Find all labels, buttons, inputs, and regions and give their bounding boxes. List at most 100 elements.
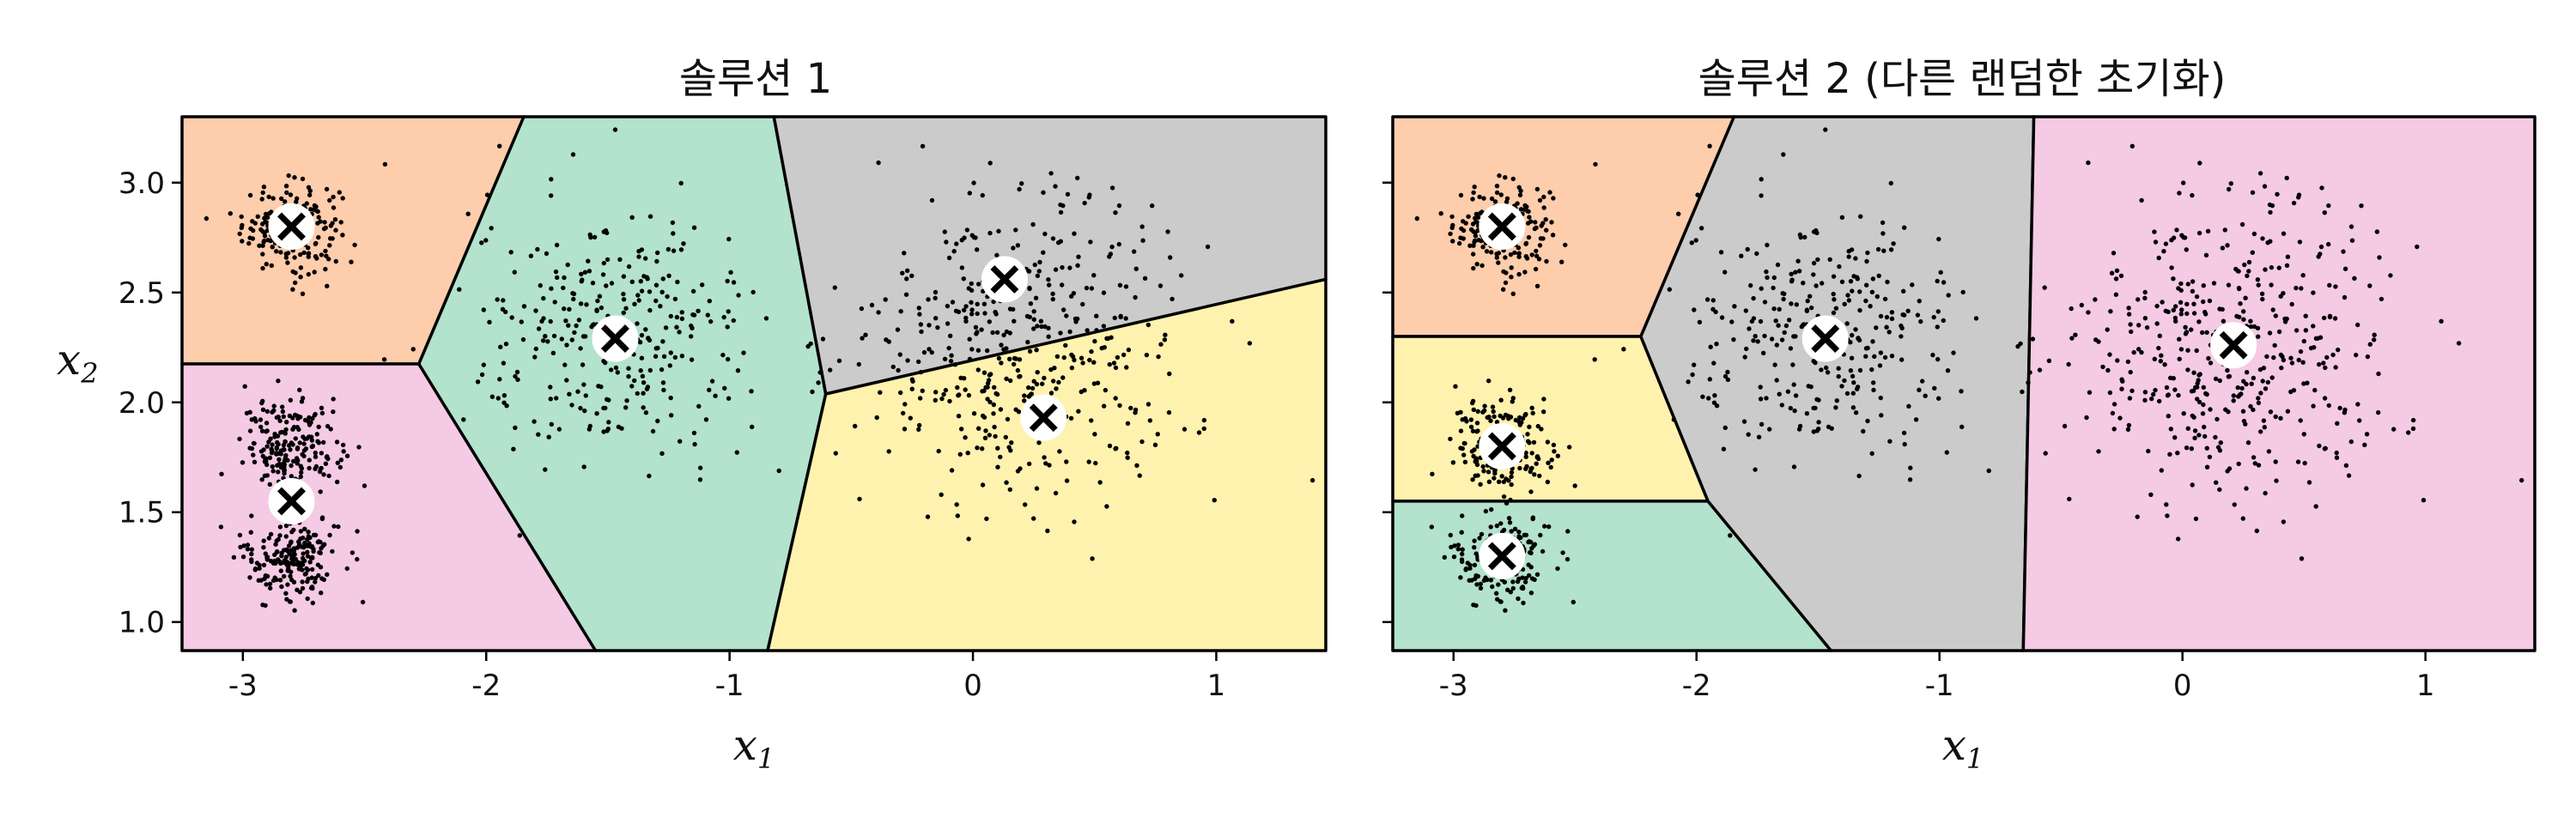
data-point bbox=[331, 205, 337, 210]
data-point bbox=[1534, 186, 1540, 192]
data-point bbox=[2189, 327, 2194, 332]
data-point bbox=[969, 347, 975, 352]
data-point bbox=[327, 532, 332, 538]
data-point bbox=[264, 220, 269, 225]
data-point bbox=[1075, 263, 1080, 268]
data-point bbox=[966, 286, 972, 291]
data-point bbox=[950, 300, 956, 305]
data-point bbox=[1060, 264, 1065, 270]
data-point bbox=[1746, 432, 1751, 437]
data-point bbox=[1116, 203, 1122, 209]
data-point bbox=[1879, 413, 1884, 418]
data-point bbox=[1739, 253, 1744, 258]
data-point bbox=[548, 385, 553, 390]
data-point bbox=[1874, 325, 1879, 330]
data-point bbox=[1498, 192, 1504, 197]
data-point bbox=[2251, 324, 2257, 330]
data-point bbox=[1460, 445, 1466, 451]
data-point bbox=[548, 397, 553, 402]
data-point bbox=[489, 394, 495, 399]
data-point bbox=[1091, 273, 1097, 278]
data-point bbox=[249, 417, 254, 422]
data-point bbox=[2105, 367, 2111, 373]
data-point bbox=[996, 355, 1002, 361]
data-point bbox=[1906, 403, 1911, 409]
data-point bbox=[609, 281, 615, 286]
data-point bbox=[1526, 439, 1531, 444]
data-point bbox=[1505, 587, 1510, 592]
data-point bbox=[1787, 318, 1792, 323]
data-point bbox=[1017, 357, 1023, 362]
data-point bbox=[247, 192, 253, 198]
data-point bbox=[1082, 200, 1087, 206]
data-point bbox=[1776, 323, 1781, 328]
data-point bbox=[272, 552, 277, 557]
data-point bbox=[1489, 196, 1495, 202]
data-point bbox=[598, 305, 605, 311]
data-point bbox=[1162, 337, 1168, 342]
data-point bbox=[1495, 597, 1500, 602]
data-point bbox=[2046, 358, 2052, 363]
data-point bbox=[2273, 313, 2278, 318]
data-point bbox=[2265, 379, 2270, 385]
data-point bbox=[2218, 440, 2223, 445]
data-point bbox=[1718, 250, 1724, 255]
data-point bbox=[2018, 341, 2023, 347]
data-point bbox=[1498, 599, 1504, 604]
data-point bbox=[295, 587, 300, 592]
data-point bbox=[613, 365, 619, 371]
data-point bbox=[1092, 338, 1097, 344]
data-point bbox=[808, 341, 813, 347]
data-point bbox=[277, 524, 283, 530]
data-point bbox=[890, 364, 896, 370]
data-point bbox=[987, 373, 993, 378]
data-point bbox=[1489, 250, 1494, 255]
data-point bbox=[2240, 516, 2245, 521]
data-point bbox=[971, 180, 976, 185]
data-point bbox=[629, 215, 635, 220]
data-point bbox=[1528, 469, 1534, 475]
data-point bbox=[2234, 313, 2239, 319]
data-point bbox=[1839, 384, 1844, 389]
data-point bbox=[2185, 282, 2190, 287]
data-point bbox=[1528, 219, 1534, 224]
data-point bbox=[1042, 375, 1047, 381]
data-point bbox=[933, 295, 938, 300]
data-point bbox=[2213, 376, 2219, 381]
data-point bbox=[2225, 367, 2230, 373]
data-point bbox=[638, 368, 643, 373]
data-point bbox=[298, 529, 304, 534]
data-point bbox=[1501, 527, 1507, 533]
data-point bbox=[2227, 373, 2233, 379]
data-point bbox=[2246, 269, 2251, 274]
data-point bbox=[219, 471, 224, 476]
data-point bbox=[2127, 396, 2133, 401]
data-point bbox=[987, 230, 993, 236]
data-point bbox=[284, 190, 289, 196]
data-point bbox=[1528, 591, 1534, 596]
data-point bbox=[1429, 524, 1435, 530]
data-point bbox=[1472, 538, 1477, 543]
data-point bbox=[994, 252, 999, 258]
data-point bbox=[1165, 229, 1170, 234]
data-point bbox=[2273, 459, 2278, 464]
data-point bbox=[1004, 376, 1009, 381]
data-point bbox=[2096, 339, 2101, 344]
data-point bbox=[2196, 373, 2202, 378]
data-point bbox=[1899, 357, 1905, 362]
data-point bbox=[1494, 523, 1500, 529]
data-point bbox=[636, 254, 641, 259]
data-point bbox=[290, 415, 295, 421]
data-point bbox=[2288, 355, 2293, 360]
data-point bbox=[270, 442, 275, 447]
data-point bbox=[301, 551, 306, 556]
data-point bbox=[2119, 386, 2124, 391]
data-point bbox=[658, 304, 663, 309]
data-point bbox=[1539, 223, 1544, 228]
data-point bbox=[2177, 356, 2182, 361]
data-point bbox=[305, 549, 310, 554]
data-point bbox=[1491, 409, 1496, 415]
data-point bbox=[1128, 405, 1133, 411]
data-point bbox=[331, 524, 337, 529]
